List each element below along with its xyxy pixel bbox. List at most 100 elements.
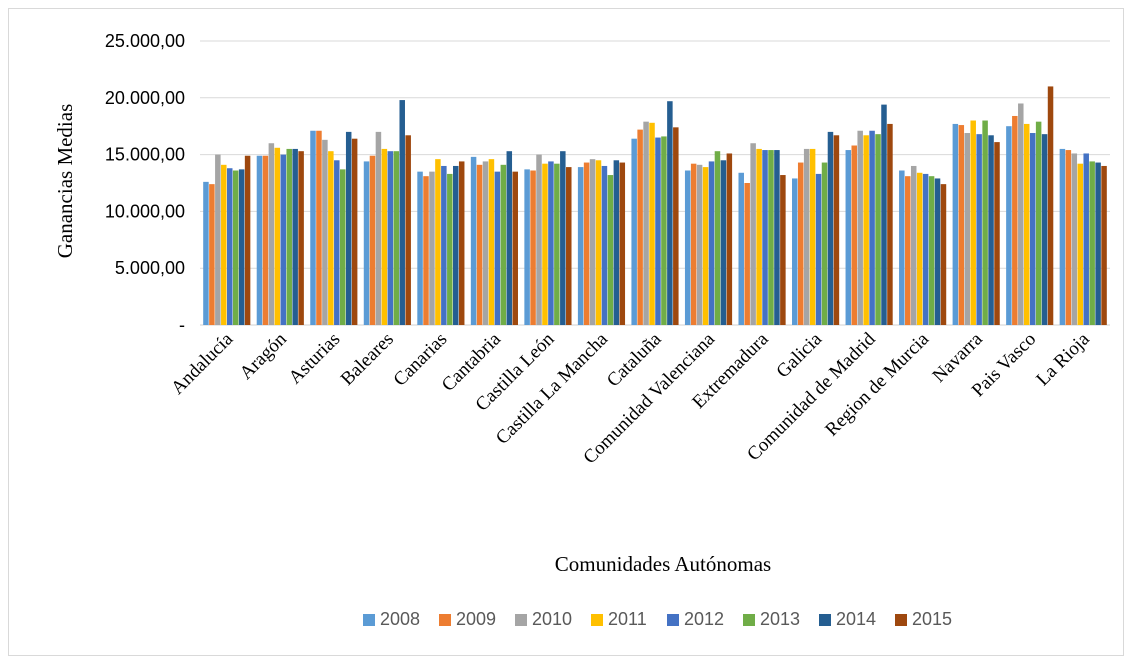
bar [643, 121, 649, 325]
bar [1095, 162, 1101, 325]
bar [1041, 134, 1048, 325]
y-tick-label: 20.000,00 [105, 88, 185, 108]
bar [1083, 153, 1089, 325]
legend-swatch [515, 614, 527, 626]
bar [803, 148, 810, 325]
bar [982, 120, 988, 326]
bar [476, 164, 483, 325]
y-tick-label: - [179, 315, 185, 335]
bar [702, 167, 709, 325]
bar [726, 153, 733, 325]
bar [524, 169, 530, 325]
bar [536, 154, 542, 325]
bar [405, 135, 411, 325]
bar [1089, 161, 1095, 325]
bar [756, 148, 762, 325]
bar [827, 131, 834, 325]
bar [458, 161, 465, 325]
bar [589, 159, 596, 325]
bar [952, 123, 959, 325]
y-axis-ticks: - 5.000,00 10.000,00 15.000,00 20.000,00 25.0… [105, 31, 185, 335]
bar [1018, 103, 1024, 325]
bar [429, 171, 435, 325]
bar [310, 130, 316, 325]
gridlines [200, 40, 1110, 326]
bar [780, 175, 786, 325]
bar [797, 162, 804, 325]
legend-swatch [363, 614, 375, 626]
bar [899, 170, 905, 325]
bar [286, 148, 292, 325]
bar [916, 172, 923, 325]
bar [1023, 123, 1030, 325]
category-label: La Rioja [1032, 328, 1094, 390]
bar [554, 163, 560, 325]
legend-label: 2012 [684, 609, 724, 629]
y-tick-label: 10.000,00 [105, 201, 185, 221]
bar [667, 101, 673, 325]
bar [714, 151, 721, 325]
bar [328, 151, 334, 325]
bar [280, 154, 287, 325]
bar [583, 162, 590, 325]
bar [815, 173, 822, 325]
bar [209, 184, 215, 325]
category-label: Baleares [337, 329, 398, 390]
bar [238, 169, 245, 325]
bar [1071, 153, 1078, 325]
legend-swatch [667, 614, 679, 626]
bar [500, 164, 507, 325]
y-tick-label: 25.000,00 [105, 31, 185, 51]
bar [399, 100, 405, 326]
bar [988, 135, 994, 325]
bar [905, 176, 911, 325]
bar [298, 151, 304, 325]
bar [607, 175, 614, 325]
bar [768, 150, 774, 325]
bar [417, 171, 423, 325]
bar [720, 160, 727, 325]
bar [851, 145, 857, 325]
category-label: Aragón [236, 328, 291, 383]
bar [560, 151, 566, 325]
bar [441, 165, 447, 325]
bar [690, 163, 697, 325]
bar [601, 165, 608, 325]
bar [863, 135, 869, 325]
bar [958, 125, 965, 326]
bar [619, 162, 626, 325]
bar [453, 165, 459, 325]
bar [435, 159, 441, 325]
bar [661, 136, 667, 325]
bar [1012, 115, 1018, 325]
legend-label: 2011 [608, 609, 647, 629]
bar [221, 164, 227, 325]
bar [708, 161, 715, 325]
bar [613, 160, 620, 325]
bar [577, 167, 584, 325]
bar [792, 178, 798, 325]
legend-label: 2008 [380, 609, 420, 629]
bar [292, 148, 298, 325]
bar [875, 134, 881, 325]
bar [595, 160, 602, 325]
bar [631, 138, 637, 325]
bar [369, 155, 376, 325]
legend-swatch [895, 614, 907, 626]
x-axis-categories: AndalucíaAragónAsturiasBalearesCanariasC… [167, 328, 1094, 468]
bar [821, 162, 828, 325]
bar [869, 130, 875, 325]
bar [940, 184, 947, 325]
bar [922, 173, 929, 325]
bar [363, 161, 370, 325]
bar [232, 170, 239, 325]
bar [345, 131, 352, 325]
bar [881, 104, 887, 325]
bar [934, 178, 941, 325]
bar [655, 137, 661, 325]
bars [203, 86, 1107, 326]
legend-swatch [591, 614, 603, 626]
x-axis-title: Comunidades Autónomas [555, 552, 771, 576]
bar [470, 156, 477, 325]
bar [494, 171, 501, 325]
